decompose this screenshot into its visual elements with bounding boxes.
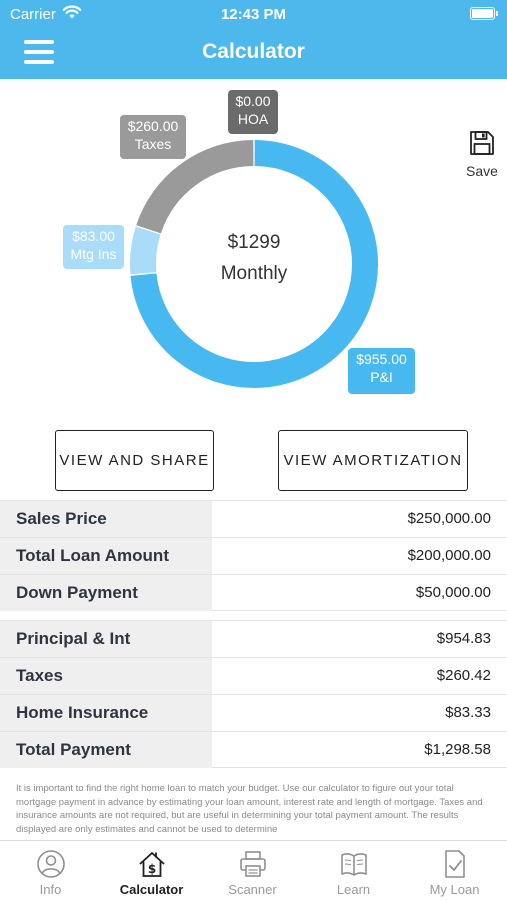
monthly-total-amount: $1299 bbox=[227, 232, 281, 253]
status-time: 12:43 PM bbox=[220, 6, 287, 23]
page-title: Calculator bbox=[202, 40, 305, 63]
down-payment-label: Down Payment bbox=[0, 575, 212, 611]
loan-summary-table: Sales Price $250,000.00 Total Loan Amoun… bbox=[0, 500, 507, 611]
donut-segment-taxes bbox=[136, 140, 254, 234]
total-loan-amount-label: Total Loan Amount bbox=[0, 538, 212, 574]
disclaimer-text: It is important to find the right home l… bbox=[16, 783, 483, 835]
donut-segment-p-i bbox=[130, 140, 378, 388]
save-button[interactable]: Save bbox=[462, 130, 502, 179]
battery-icon bbox=[470, 7, 498, 20]
table-row[interactable]: Total Loan Amount $200,000.00 bbox=[0, 537, 507, 574]
down-payment-value: $50,000.00 bbox=[415, 584, 491, 601]
hoa-callout: $0.00 HOA bbox=[228, 90, 278, 134]
total-loan-amount-value: $200,000.00 bbox=[407, 547, 491, 564]
app-header: Carrier 12:43 PM Calculator bbox=[0, 0, 507, 79]
status-bar: Carrier 12:43 PM bbox=[0, 0, 507, 28]
home-insurance-label: Home Insurance bbox=[0, 695, 212, 731]
tab-scanner-label: Scanner bbox=[228, 882, 277, 897]
tab-my-loan-label: My Loan bbox=[429, 882, 480, 897]
taxes-label: Taxes bbox=[134, 136, 172, 152]
mtg-ins-callout: $83.00 Mtg Ins bbox=[63, 225, 124, 269]
hoa-value: $0.00 bbox=[235, 93, 271, 109]
table-row[interactable]: Taxes $260.42 bbox=[0, 657, 507, 694]
total-payment-label: Total Payment bbox=[0, 732, 212, 768]
person-circle-icon bbox=[36, 850, 65, 878]
taxes-callout: $260.00 Taxes bbox=[120, 115, 186, 159]
donut-chart bbox=[130, 140, 378, 388]
taxes-value: $260.00 bbox=[127, 118, 179, 134]
table-row[interactable]: Total Payment $1,298.58 bbox=[0, 731, 507, 768]
home-insurance-value: $83.33 bbox=[445, 704, 491, 721]
carrier-label: Carrier bbox=[10, 6, 56, 23]
pi-value: $955.00 bbox=[356, 351, 407, 367]
taxes-label: Taxes bbox=[0, 658, 212, 694]
table-row[interactable]: Down Payment $50,000.00 bbox=[0, 574, 507, 611]
hoa-label: HOA bbox=[237, 111, 269, 127]
view-amortization-button[interactable]: VIEW AMORTIZATION bbox=[278, 430, 468, 491]
printer-icon bbox=[239, 851, 266, 877]
pi-label: P&I bbox=[370, 369, 393, 385]
tab-my-loan[interactable]: My Loan bbox=[404, 841, 505, 900]
house-dollar-icon: $ bbox=[138, 852, 165, 877]
monthly-total-label: Monthly bbox=[220, 263, 288, 284]
table-row[interactable]: Sales Price $250,000.00 bbox=[0, 500, 507, 537]
payment-breakdown-chart: $0.00 HOA $260.00 Taxes $83.00 Mtg Ins $… bbox=[0, 79, 507, 409]
tab-scanner[interactable]: Scanner bbox=[202, 841, 303, 900]
tab-calculator[interactable]: $ Calculator bbox=[101, 841, 202, 900]
wifi-icon bbox=[62, 5, 82, 19]
hamburger-menu-icon[interactable] bbox=[24, 40, 54, 64]
principal-int-value: $954.83 bbox=[436, 630, 491, 647]
taxes-value: $260.42 bbox=[436, 667, 491, 684]
mtg-ins-value: $83.00 bbox=[72, 228, 115, 244]
open-book-icon bbox=[340, 853, 367, 876]
tab-info-label: Info bbox=[39, 882, 62, 897]
mtg-ins-label: Mtg Ins bbox=[70, 246, 117, 262]
tab-learn-label: Learn bbox=[336, 882, 371, 897]
donut-segment-mtg-ins bbox=[130, 226, 161, 275]
tab-calculator-label: Calculator bbox=[119, 882, 184, 897]
pi-callout: $955.00 P&I bbox=[348, 348, 415, 394]
table-row[interactable]: Principal & Int $954.83 bbox=[0, 620, 507, 657]
save-icon bbox=[470, 131, 494, 155]
total-payment-value: $1,298.58 bbox=[424, 741, 491, 758]
document-check-icon bbox=[444, 850, 465, 878]
payment-summary-table: Principal & Int $954.83 Taxes $260.42 Ho… bbox=[0, 620, 507, 768]
svg-text:$: $ bbox=[147, 862, 155, 876]
principal-int-label: Principal & Int bbox=[0, 621, 212, 657]
sales-price-label: Sales Price bbox=[0, 501, 212, 537]
tab-learn[interactable]: Learn bbox=[303, 841, 404, 900]
view-and-share-button[interactable]: VIEW AND SHARE bbox=[55, 430, 214, 491]
tab-info[interactable]: Info bbox=[0, 841, 101, 900]
sales-price-value: $250,000.00 bbox=[407, 510, 491, 527]
table-row[interactable]: Home Insurance $83.33 bbox=[0, 694, 507, 731]
save-label: Save bbox=[466, 163, 498, 179]
tab-bar: Info $ Calculator Scanner Learn bbox=[0, 840, 507, 900]
